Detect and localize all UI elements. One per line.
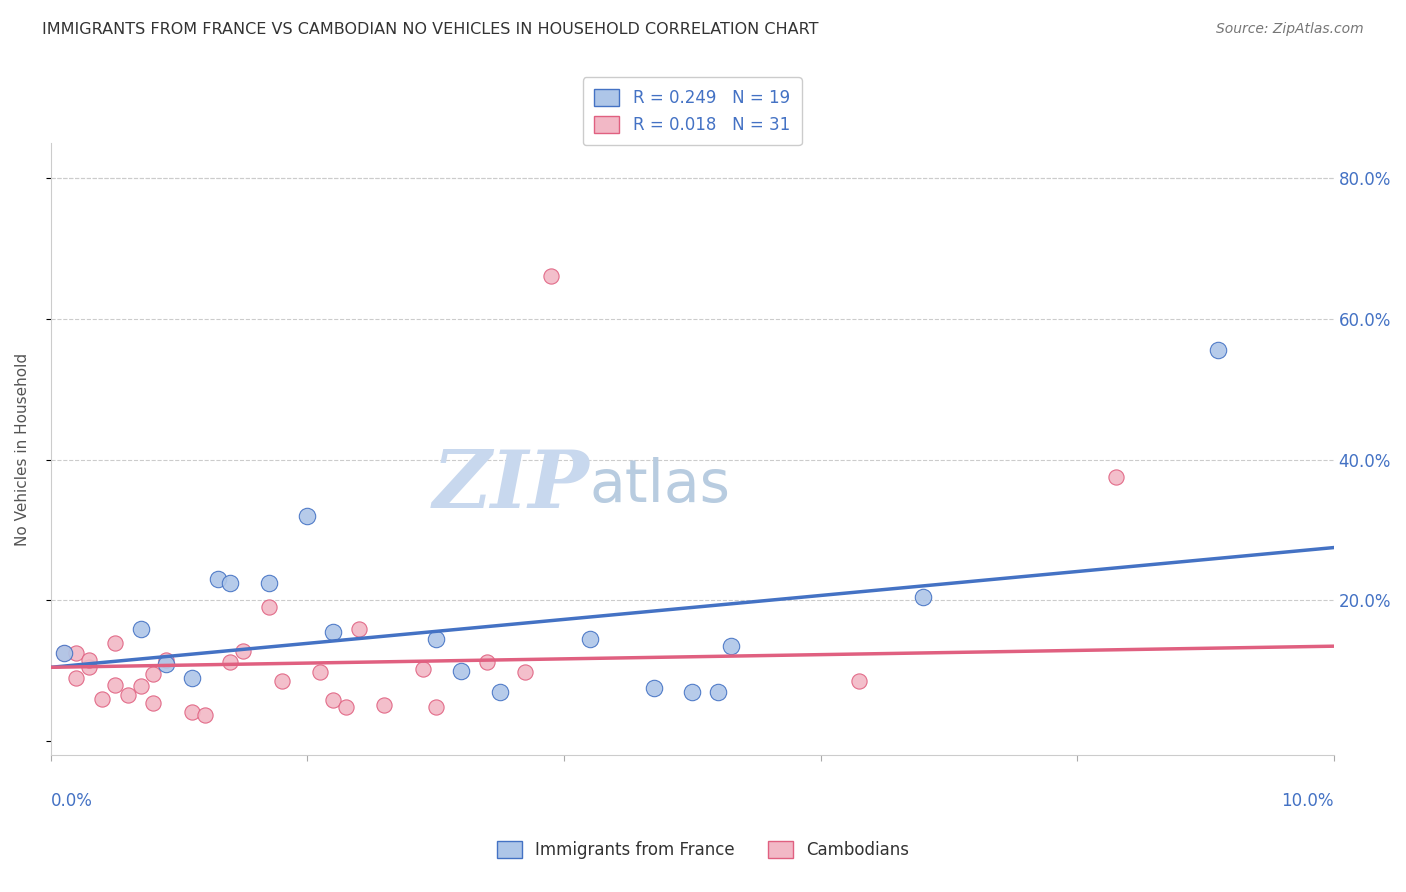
Text: 0.0%: 0.0% [51,792,93,810]
Text: atlas: atlas [589,458,731,515]
Point [450,664,472,678]
Point [104,678,127,692]
Point [155,653,177,667]
Point [347,622,370,636]
Legend: R = 0.249   N = 19, R = 0.018   N = 31: R = 0.249 N = 19, R = 0.018 N = 31 [582,78,801,145]
Point [129,679,152,693]
Point [578,632,600,647]
Point [117,689,139,703]
Point [181,671,204,685]
Point [207,572,229,586]
Point [65,671,87,685]
Point [720,639,742,653]
Point [257,600,280,615]
Point [79,660,101,674]
Point [257,575,280,590]
Point [1206,343,1229,358]
Point [707,685,730,699]
Point [425,632,447,647]
Point [219,656,242,670]
Point [309,665,332,680]
Point [129,622,152,636]
Point [194,707,217,722]
Point [219,575,242,590]
Point [297,508,319,523]
Point [1104,470,1126,484]
Point [373,698,395,712]
Point [643,681,665,696]
Point [681,685,703,699]
Point [52,646,75,660]
Point [232,644,254,658]
Point [515,665,537,680]
Point [52,646,75,660]
Point [79,653,101,667]
Point [912,590,935,604]
Point [91,692,114,706]
Point [322,693,344,707]
Point [425,700,447,714]
Text: Source: ZipAtlas.com: Source: ZipAtlas.com [1216,22,1364,37]
Text: ZIP: ZIP [433,447,589,524]
Text: 10.0%: 10.0% [1281,792,1334,810]
Point [412,662,434,676]
Point [335,700,357,714]
Legend: Immigrants from France, Cambodians: Immigrants from France, Cambodians [491,834,915,866]
Point [475,655,498,669]
Point [488,685,510,699]
Point [65,646,87,660]
Point [322,625,344,640]
Point [142,667,165,681]
Point [104,635,127,649]
Y-axis label: No Vehicles in Household: No Vehicles in Household [15,352,30,546]
Point [181,705,204,719]
Point [540,269,562,284]
Point [848,674,870,689]
Text: IMMIGRANTS FROM FRANCE VS CAMBODIAN NO VEHICLES IN HOUSEHOLD CORRELATION CHART: IMMIGRANTS FROM FRANCE VS CAMBODIAN NO V… [42,22,818,37]
Point [270,674,292,689]
Point [155,657,177,671]
Point [142,696,165,710]
